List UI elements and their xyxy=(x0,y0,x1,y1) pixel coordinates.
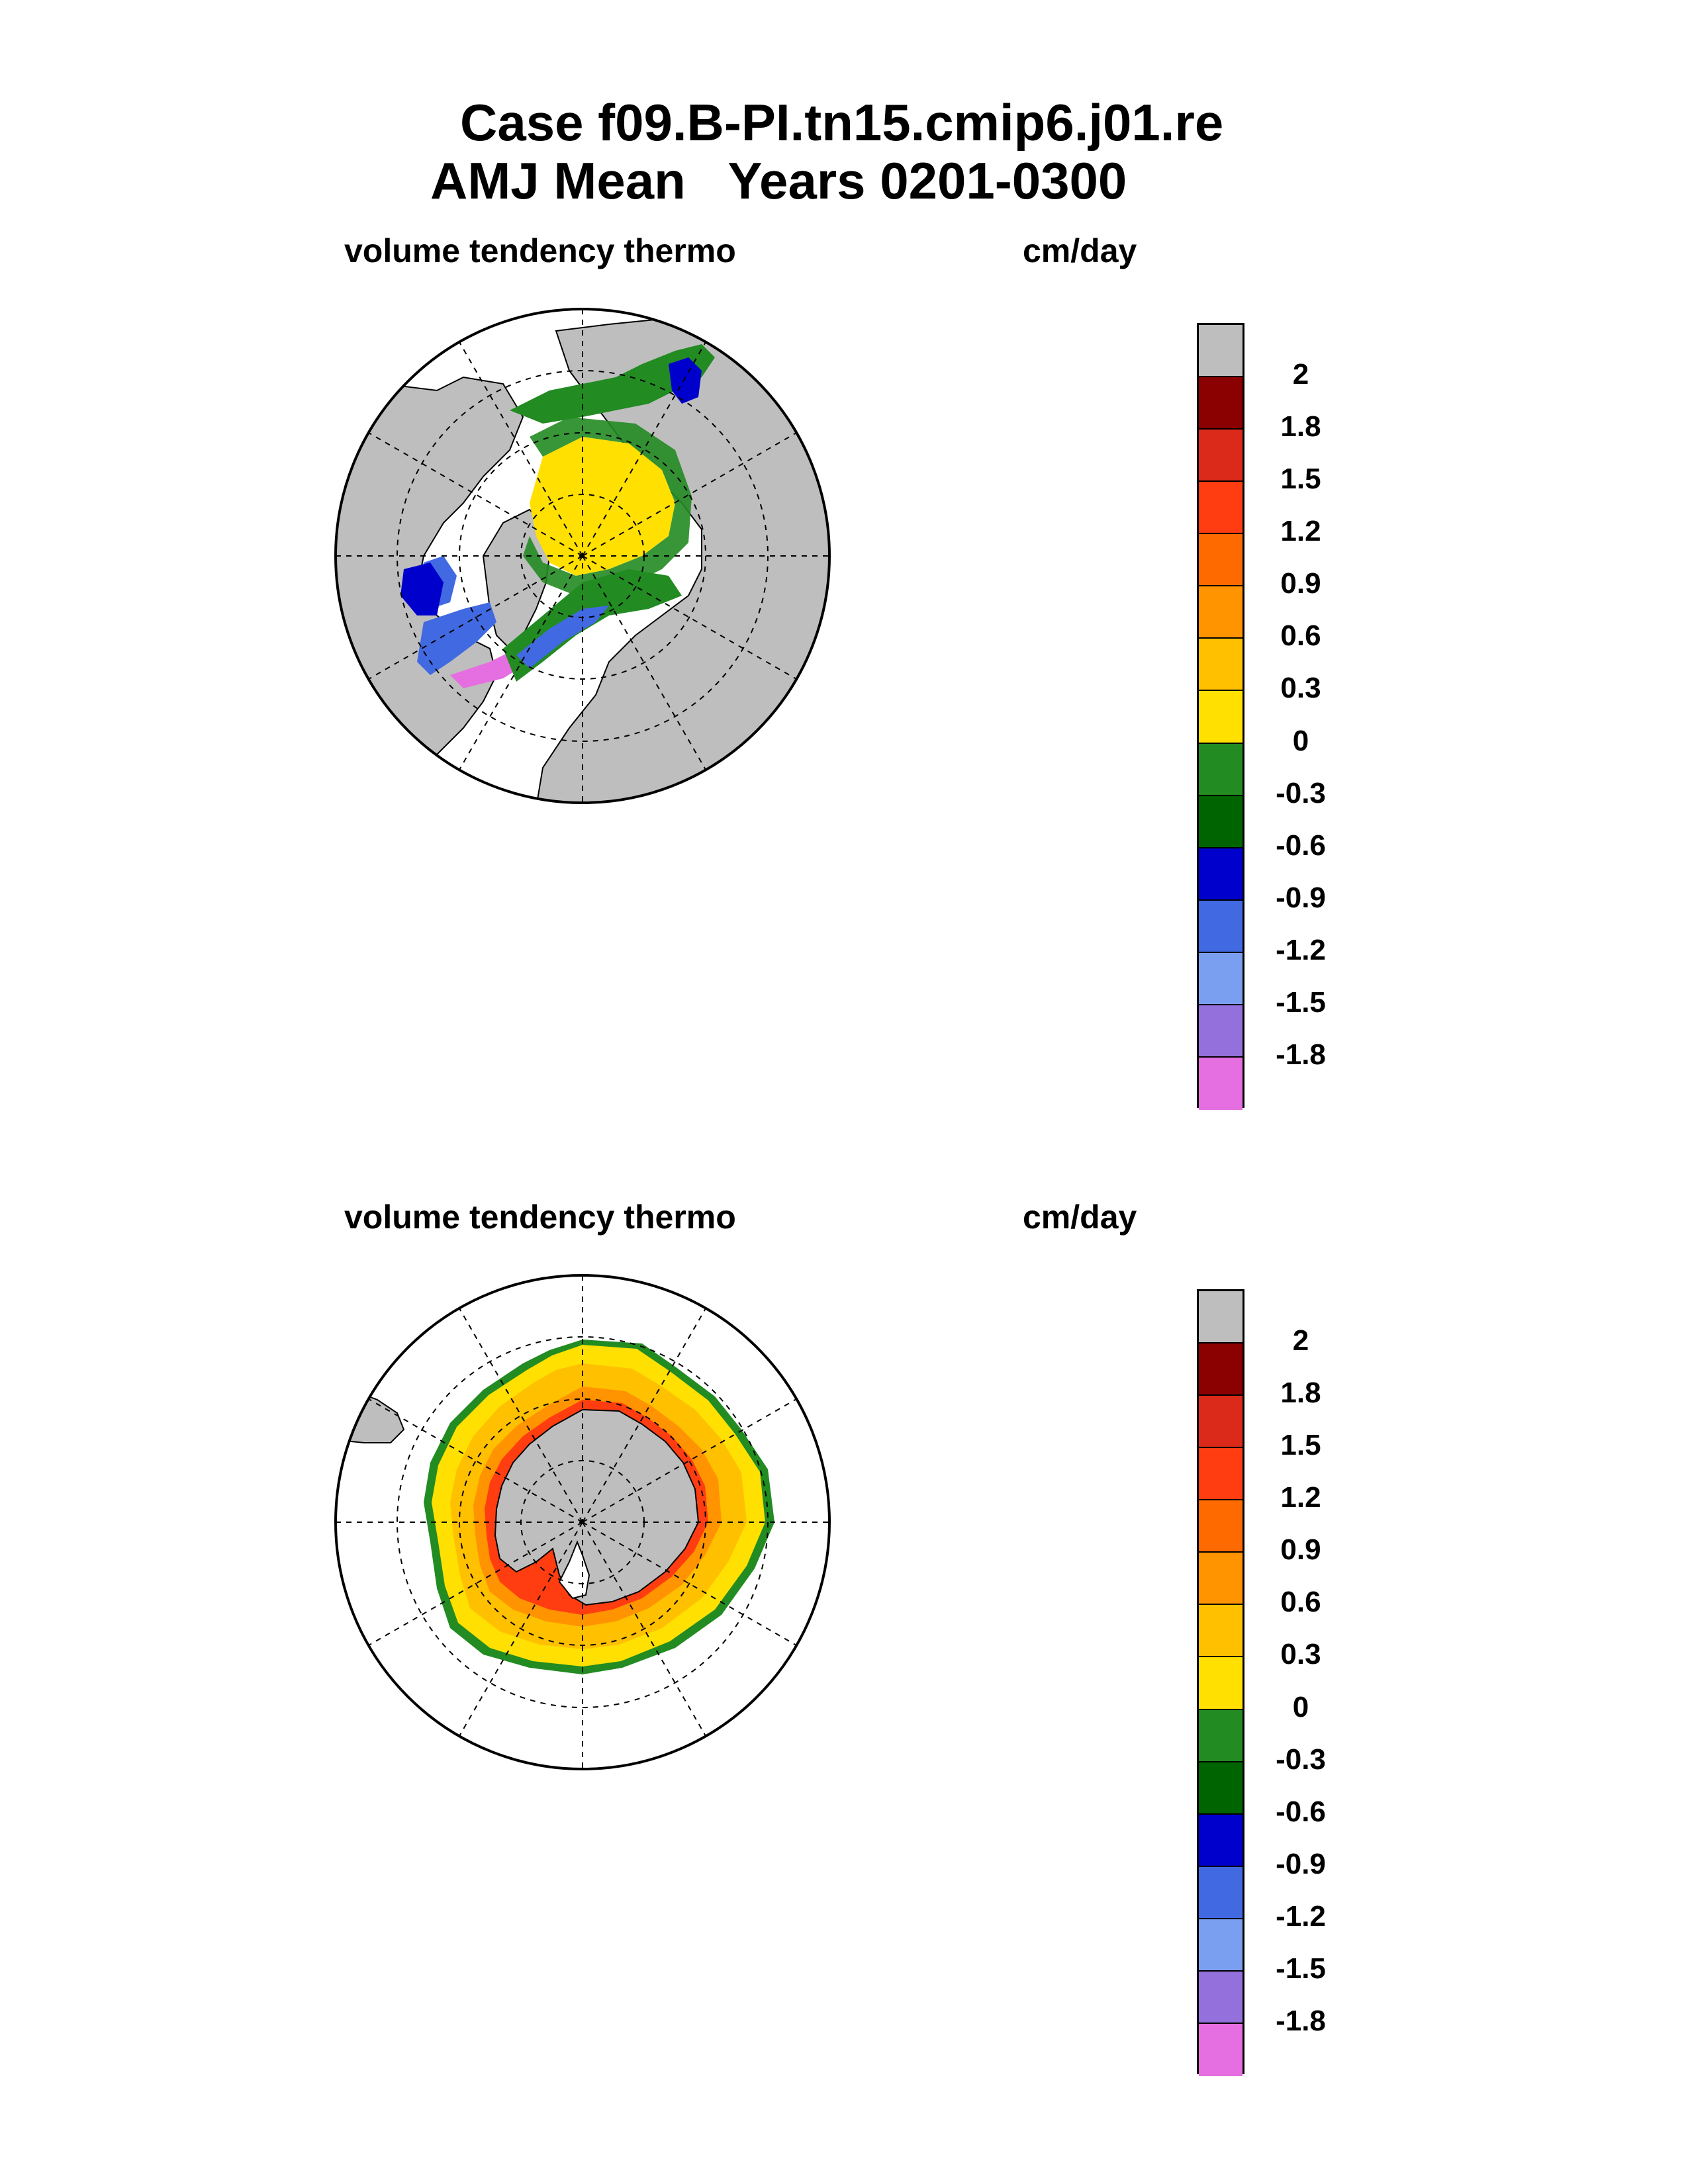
colorbar-tick-label: -1.2 xyxy=(1276,1899,1326,1933)
colorbar-tick-label: -1.2 xyxy=(1276,933,1326,966)
south-polar-map xyxy=(334,1274,831,1770)
south-colorbar xyxy=(1197,1289,1244,2076)
colorbar-tick-label: 1.5 xyxy=(1280,463,1321,496)
south-panel-variable-label: volume tendency thermo xyxy=(344,1199,736,1236)
colorbar-swatch xyxy=(1199,534,1243,587)
colorbar-swatch xyxy=(1199,900,1243,953)
colorbar-swatch xyxy=(1199,1919,1243,1972)
colorbar-swatch xyxy=(1199,796,1243,848)
okhotsk-blue-patch xyxy=(669,357,702,404)
colorbar-tick-label: -0.3 xyxy=(1276,1743,1326,1776)
colorbar-swatch xyxy=(1199,848,1243,901)
colorbar-swatch xyxy=(1199,1709,1243,1762)
colorbar-tick-label: -0.9 xyxy=(1276,881,1326,914)
colorbar-tick-label: 0.9 xyxy=(1280,567,1321,600)
colorbar-tick-label: -0.3 xyxy=(1276,776,1326,809)
colorbar-tick-label: -1.8 xyxy=(1276,1038,1326,1071)
north-colorbar xyxy=(1197,323,1244,1110)
colorbar-swatch xyxy=(1199,1866,1243,1919)
plot-title-line-1: Case f09.B-PI.tn15.cmip6.j01.re xyxy=(460,93,1224,152)
colorbar-swatch xyxy=(1199,1762,1243,1815)
colorbar-swatch xyxy=(1199,377,1243,430)
colorbar-tick-label: 1.8 xyxy=(1280,410,1321,443)
colorbar-swatch xyxy=(1199,952,1243,1005)
map-boundary xyxy=(334,1274,831,1770)
colorbar-tick-label: 2 xyxy=(1292,1324,1309,1357)
colorbar-tick-label: 0.3 xyxy=(1280,672,1321,705)
colorbar-swatch xyxy=(1199,1291,1243,1344)
colorbar-swatch xyxy=(1199,1343,1243,1396)
colorbar-swatch xyxy=(1199,482,1243,535)
central-arctic-yellow-field xyxy=(530,437,675,576)
colorbar-swatch xyxy=(1199,1814,1243,1867)
colorbar-swatch xyxy=(1199,1500,1243,1553)
colorbar-tick-label: 1.2 xyxy=(1280,1481,1321,1514)
colorbar-swatch xyxy=(1199,1657,1243,1710)
baffin-blue-band xyxy=(417,602,496,675)
colorbar-tick-label: -1.8 xyxy=(1276,2004,1326,2037)
colorbar-swatch xyxy=(1199,1396,1243,1449)
barents-blue-band xyxy=(516,606,609,668)
colorbar-swatch xyxy=(1199,743,1243,796)
bering-green-band xyxy=(510,344,715,424)
colorbar-tick-label: 1.2 xyxy=(1280,515,1321,548)
colorbar-swatch xyxy=(1199,1448,1243,1501)
colorbar-tick-label: -1.5 xyxy=(1276,985,1326,1019)
colorbar-tick-label: 2 xyxy=(1292,358,1309,391)
colorbar-tick-label: 0.9 xyxy=(1280,1533,1321,1567)
graticule xyxy=(336,309,829,803)
north-panel-units-label: cm/day xyxy=(1023,232,1137,269)
colorbar-swatch xyxy=(1199,325,1243,378)
colorbar-tick-label: 0 xyxy=(1292,724,1309,757)
graticule xyxy=(336,1275,829,1769)
colorbar-tick-label: 0.6 xyxy=(1280,1586,1321,1619)
colorbar-tick-label: 0.3 xyxy=(1280,1638,1321,1671)
colorbar-tick-label: -0.9 xyxy=(1276,1847,1326,1880)
colorbar-swatch xyxy=(1199,430,1243,482)
colorbar-swatch xyxy=(1199,1971,1243,2024)
colorbar-tick-label: 0 xyxy=(1292,1690,1309,1723)
colorbar-tick-label: -1.5 xyxy=(1276,1952,1326,1985)
colorbar-tick-label: 1.8 xyxy=(1280,1377,1321,1410)
colorbar-swatch xyxy=(1199,691,1243,744)
colorbar-swatch xyxy=(1199,2023,1243,2076)
north-panel-variable-label: volume tendency thermo xyxy=(344,232,736,269)
colorbar-tick-label: 0.6 xyxy=(1280,619,1321,653)
north-polar-map xyxy=(334,308,831,804)
colorbar-swatch xyxy=(1199,1057,1243,1110)
map-boundary xyxy=(334,308,831,804)
colorbar-swatch xyxy=(1199,1005,1243,1058)
south-panel-units-label: cm/day xyxy=(1023,1199,1137,1236)
colorbar-swatch xyxy=(1199,639,1243,692)
arctic-green-ring xyxy=(523,417,692,596)
colorbar-swatch xyxy=(1199,586,1243,639)
colorbar-tick-label: -0.6 xyxy=(1276,829,1326,862)
hudson-blue-field xyxy=(400,563,444,615)
colorbar-tick-label: -0.6 xyxy=(1276,1795,1326,1828)
colorbar-tick-label: 1.5 xyxy=(1280,1429,1321,1462)
colorbar-swatch xyxy=(1199,1605,1243,1658)
plot-title-line-2: AMJ Mean Years 0201-0300 xyxy=(430,152,1127,210)
colorbar-swatch xyxy=(1199,1553,1243,1606)
